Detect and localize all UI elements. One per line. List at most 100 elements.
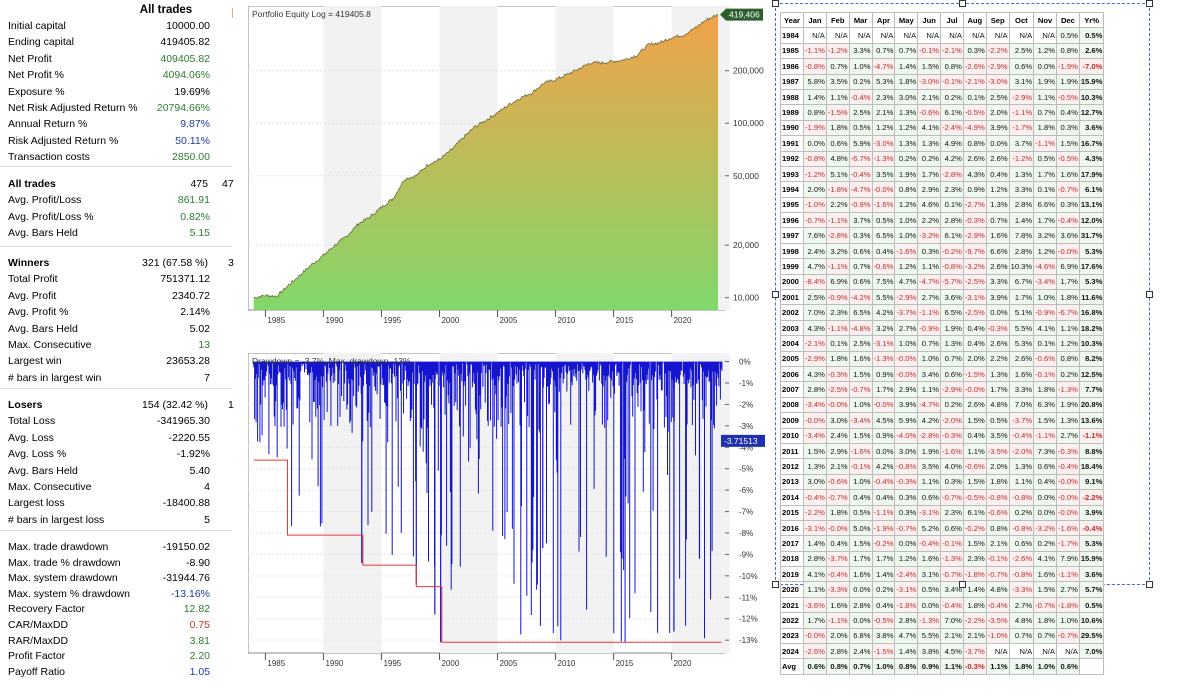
resize-handle[interactable]	[959, 0, 966, 7]
year-return-cell: 6.1%	[1078, 181, 1105, 198]
stat-label: Avg. Bars Held	[8, 464, 78, 477]
stat-value: 23653.28	[166, 355, 210, 368]
stat-label: Avg. Loss %	[8, 448, 67, 461]
month-cell: 0.2%	[1033, 535, 1057, 552]
month-cell: 0.1%	[1033, 181, 1057, 198]
stat-value: 2850.00	[172, 151, 210, 164]
month-cell: N/A	[1008, 27, 1035, 44]
month-cell: -2.8%	[917, 427, 942, 444]
month-cell: 0.2%	[1008, 504, 1035, 521]
month-cell: 2.7%	[917, 289, 942, 306]
month-cell: 2.7%	[894, 319, 919, 337]
stat-row: Net Risk Adjusted Return % 20794.66%	[0, 100, 236, 116]
month-cell: 1.7%	[1033, 165, 1057, 183]
month-cell: N/A	[940, 27, 964, 44]
month-cell: -0.1%	[848, 458, 873, 475]
month-cell: -0.8%	[1008, 519, 1035, 537]
year-cell: 2024	[780, 643, 804, 660]
resize-handle[interactable]	[772, 0, 779, 7]
month-cell: 1.1%	[825, 88, 850, 106]
month-cell: 2.5%	[985, 88, 1010, 106]
month-cell: 1.0%	[848, 473, 873, 491]
month-cell: 0.9%	[871, 365, 896, 383]
stat-label: CAR/MaxDD	[8, 619, 69, 631]
stat-label: # bars in largest loss	[8, 513, 105, 526]
resize-handle[interactable]	[772, 581, 779, 588]
resize-handle[interactable]	[1146, 0, 1153, 7]
year-band	[555, 353, 614, 653]
year-return-cell: 0.5%	[1078, 596, 1105, 614]
month-cell: -3.2%	[917, 227, 942, 244]
year-cell: 1996	[780, 212, 804, 229]
month-cell: 0.6%	[1008, 535, 1035, 552]
month-cell: -0.0%	[1055, 504, 1080, 521]
month-cell: 0.5%	[985, 412, 1010, 429]
month-cell: 1.8%	[825, 504, 850, 521]
month-cell: 2.0%	[962, 350, 987, 367]
year-cell: 2009	[780, 412, 804, 429]
month-cell: 1.3%	[1008, 458, 1035, 475]
year-return-cell: 16.7%	[1078, 135, 1105, 152]
month-cell: -3.2%	[1033, 519, 1057, 537]
year-cell: 1985	[780, 42, 804, 60]
month-cell: 3.6%	[940, 289, 964, 306]
stat-row: Risk Adjusted Return % 50.11%	[0, 133, 236, 149]
month-cell: 0.3%	[894, 489, 919, 506]
resize-handle[interactable]	[959, 581, 966, 588]
month-cell: 0.4%	[825, 535, 850, 552]
month-cell: -2.6%	[803, 643, 827, 660]
stat-row: All trades 475 47	[0, 176, 236, 192]
month-cell: 0.6%	[848, 242, 873, 260]
stat-row: Avg. Loss % -1.92%	[0, 446, 236, 462]
month-cell: -0.7%	[1033, 596, 1057, 614]
year-row: 2005 -2.9% 1.8% 1.6% -1.3% -0.0% 1.0% 0.7% 2.0% 2…	[780, 350, 1105, 367]
resize-handle[interactable]	[1146, 290, 1153, 298]
month-cell: 1.7%	[803, 612, 827, 629]
year-row: 1990 -1.9% 1.8% 0.5% 1.2% 1.2% 4.1% -2.4% -4.9% 3…	[780, 119, 1105, 137]
month-cell: -2.8%	[825, 227, 850, 244]
y-tick-label: 100,000	[733, 118, 764, 128]
year-return-cell: 10.3%	[1078, 88, 1105, 106]
month-cell: -1.2%	[825, 42, 850, 60]
year-cell: 1997	[780, 227, 804, 244]
month-cell: 1.7%	[1055, 273, 1080, 291]
stat-label: Max. Consecutive	[8, 339, 92, 351]
resize-handle[interactable]	[772, 290, 779, 298]
month-cell: 4.3%	[962, 165, 987, 183]
year-cell: 2007	[780, 381, 804, 398]
month-cell: -0.6%	[825, 473, 850, 491]
month-cell: -0.9%	[1033, 304, 1057, 321]
month-header: Jul	[940, 11, 964, 29]
month-cell: -0.3%	[1055, 442, 1080, 460]
current-value-label: -3.71513	[724, 436, 758, 446]
stat-row: Largest loss -18400.88	[0, 495, 236, 511]
month-cell: 0.8%	[940, 58, 964, 75]
month-cell: 1.8%	[985, 473, 1010, 491]
month-cell: 1.7%	[1033, 212, 1057, 229]
stat-label: Losers	[8, 399, 43, 411]
resize-handle[interactable]	[1146, 581, 1153, 588]
month-cell: -0.8%	[894, 458, 919, 475]
stat-row: Avg. Bars Held 5.40	[0, 463, 236, 479]
year-row: 1994 2.0% -1.8% -4.7% -0.0% 0.8% 2.9% 2.3% 0.9% 1…	[780, 181, 1105, 198]
month-cell: 0.2%	[940, 396, 964, 414]
year-return-cell: 8.8%	[1078, 442, 1105, 460]
month-cell: 2.3%	[825, 304, 850, 321]
stat-label: Avg. Bars Held	[8, 322, 78, 335]
stats-panel: All trades Initial capital 10000.00 Ending…	[0, 0, 236, 698]
drawdown-chart[interactable]: Drawdown = -3.7%, Max. drawdown -13% 0% -1…	[248, 353, 772, 670]
month-cell: 2.2%	[825, 196, 850, 214]
month-cell: -1.8%	[1055, 596, 1080, 614]
month-cell: 0.3%	[848, 227, 873, 244]
month-cell: -4.7%	[917, 396, 942, 414]
equity-chart[interactable]: Portfolio Equity Log = 419405.8 10,000 20,…	[248, 6, 772, 328]
month-cell: -3.0%	[871, 135, 896, 152]
stat-row: Exposure % 19.69%	[0, 84, 236, 100]
stat-label: Avg. Profit/Loss	[8, 194, 82, 207]
year-cell: 1995	[780, 196, 804, 214]
month-cell: 6.3%	[1033, 396, 1057, 414]
monthly-returns-table: Year Jan Feb Mar Apr May Jun Jul Aug Sep Oct Nov Dec…	[780, 11, 1114, 675]
month-cell: -1.1%	[1055, 566, 1080, 583]
year-return-cell: 13.1%	[1078, 196, 1105, 214]
month-cell: 1.2%	[894, 258, 919, 275]
